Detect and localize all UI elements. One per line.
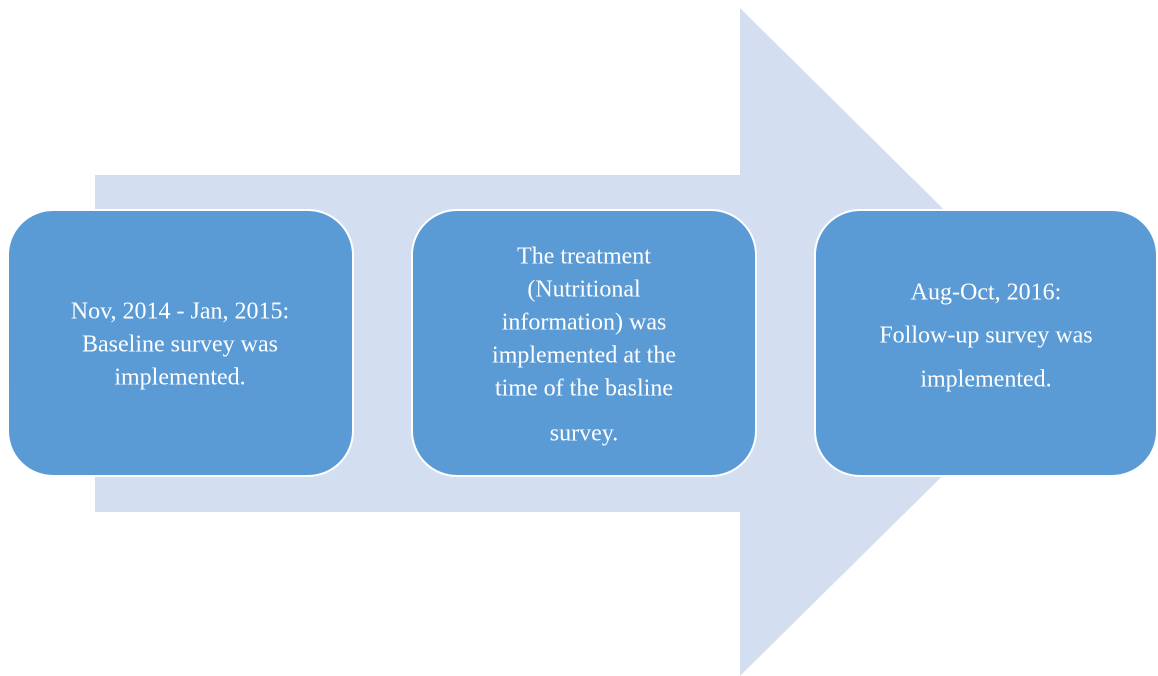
step-text: Nov, 2014 - Jan, 2015:: [71, 299, 289, 325]
step-text: (Nutritional: [527, 277, 641, 303]
step-box: [7, 209, 354, 477]
step-text: Baseline survey was: [82, 332, 278, 358]
step-box: [814, 209, 1158, 477]
step-text: Aug-Oct, 2016:: [911, 280, 1062, 306]
step-text: implemented at the: [492, 343, 676, 369]
step-text: The treatment: [517, 244, 651, 270]
step-box: [411, 209, 757, 477]
step-text: Follow-up survey was: [879, 323, 1092, 349]
step-text: implemented.: [920, 367, 1051, 393]
step-text: survey.: [550, 421, 618, 447]
step-text: information) was: [502, 310, 667, 336]
step-text: time of the basline: [495, 376, 673, 402]
step-text: implemented.: [114, 365, 245, 391]
